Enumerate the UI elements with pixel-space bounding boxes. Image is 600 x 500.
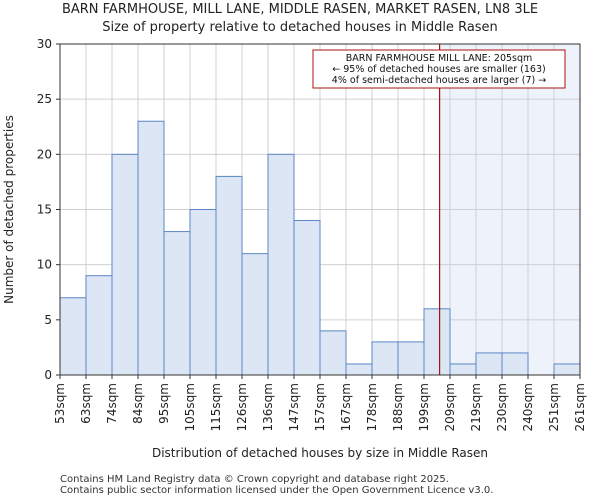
- annotation-box: [312, 49, 566, 89]
- bar: [111, 153, 139, 376]
- bar: [215, 175, 243, 376]
- x-tick-label: 74sqm: [105, 383, 119, 424]
- bar: [163, 231, 191, 376]
- bar: [137, 120, 165, 376]
- x-tick-label: 251sqm: [547, 383, 561, 431]
- y-tick-label: 10: [37, 258, 52, 272]
- y-axis-label: Number of detached properties: [2, 115, 16, 304]
- x-tick-label: 209sqm: [443, 383, 457, 431]
- bar-chart: BARN FARMHOUSE MILL LANE: 205sqm← 95% of…: [2, 37, 587, 460]
- x-tick-label: 188sqm: [391, 383, 405, 431]
- x-tick-label: 219sqm: [469, 383, 483, 431]
- annotation-line: ← 95% of detached houses are smaller (16…: [332, 64, 545, 75]
- bar: [449, 363, 477, 376]
- bar: [345, 363, 373, 376]
- bar: [397, 341, 425, 376]
- x-tick-label: 115sqm: [209, 383, 223, 431]
- x-tick-label: 63sqm: [79, 383, 93, 424]
- x-tick-label: 240sqm: [521, 383, 535, 431]
- bar: [189, 209, 217, 376]
- x-tick-label: 230sqm: [495, 383, 509, 431]
- x-tick-label: 147sqm: [287, 383, 301, 431]
- x-tick-label: 261sqm: [573, 383, 587, 431]
- bar: [293, 220, 321, 376]
- bar: [371, 341, 399, 376]
- chart-title: BARN FARMHOUSE, MILL LANE, MIDDLE RASEN,…: [61, 2, 539, 17]
- x-tick-label: 95sqm: [157, 383, 171, 424]
- bar: [501, 352, 529, 376]
- x-tick-label: 53sqm: [53, 383, 67, 424]
- bar: [319, 330, 347, 376]
- bar: [267, 153, 295, 376]
- x-axis-label: Distribution of detached houses by size …: [152, 446, 488, 460]
- chart-subtitle: Size of property relative to detached ho…: [102, 20, 498, 35]
- footer-line-1: Contains HM Land Registry data © Crown c…: [60, 474, 449, 485]
- annotation-line: 4% of semi-detached houses are larger (7…: [332, 75, 546, 86]
- y-tick-label: 25: [37, 92, 52, 106]
- x-tick-label: 157sqm: [313, 383, 327, 431]
- y-tick-label: 5: [44, 313, 52, 327]
- y-tick-label: 20: [37, 147, 52, 161]
- y-tick-label: 15: [37, 203, 52, 217]
- bar: [553, 363, 581, 376]
- bar: [59, 297, 87, 376]
- x-tick-label: 105sqm: [183, 383, 197, 431]
- bar: [475, 352, 503, 376]
- footer-line-2: Contains public sector information licen…: [60, 485, 494, 496]
- y-tick-label: 0: [44, 368, 52, 382]
- x-tick-label: 199sqm: [417, 383, 431, 431]
- annotation-line: BARN FARMHOUSE MILL LANE: 205sqm: [346, 53, 533, 64]
- x-tick-label: 178sqm: [365, 383, 379, 431]
- x-tick-label: 136sqm: [261, 383, 275, 431]
- x-tick-label: 167sqm: [339, 383, 353, 431]
- y-tick-label: 30: [37, 37, 52, 51]
- x-tick-label: 84sqm: [131, 383, 145, 424]
- bar: [85, 275, 113, 376]
- bar: [241, 253, 269, 376]
- bar: [423, 308, 451, 376]
- x-tick-label: 126sqm: [235, 383, 249, 431]
